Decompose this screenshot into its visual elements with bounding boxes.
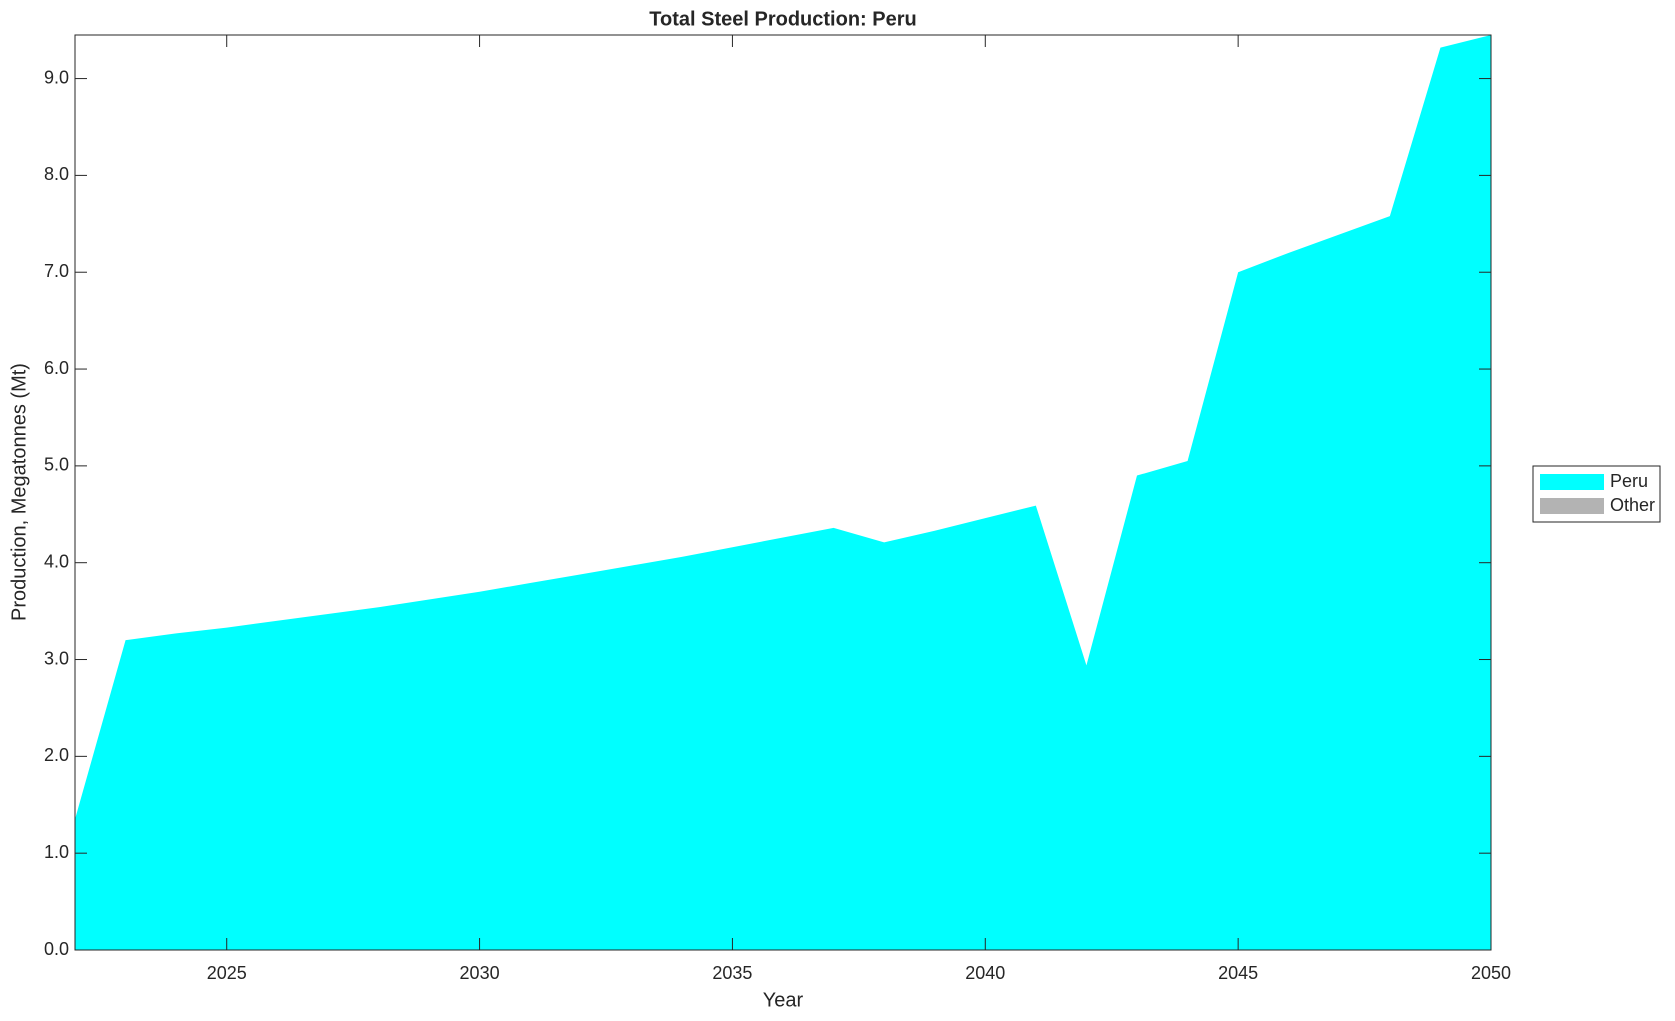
x-tick-label: 2040 xyxy=(965,963,1005,983)
x-axis-label: Year xyxy=(763,989,804,1011)
plot-frame xyxy=(74,34,1492,951)
x-tick-label: 2035 xyxy=(712,963,752,983)
x-tick-label: 2045 xyxy=(1218,963,1258,983)
y-tick-label: 2.0 xyxy=(44,745,69,765)
legend-swatch xyxy=(1540,474,1604,490)
legend-swatch xyxy=(1540,498,1604,514)
legend-label: Other xyxy=(1610,495,1655,515)
x-tick-label: 2025 xyxy=(207,963,247,983)
x-tick-label: 2050 xyxy=(1471,963,1511,983)
area xyxy=(75,35,1491,950)
y-tick-label: 4.0 xyxy=(44,551,69,571)
y-axis-label: Production, Megatonnes (Mt) xyxy=(8,363,30,621)
chart-title: Total Steel Production: Peru xyxy=(649,8,916,30)
y-tick-label: 9.0 xyxy=(44,67,69,87)
y-tick-label: 3.0 xyxy=(44,648,69,668)
y-tick-label: 5.0 xyxy=(44,455,69,475)
y-tick-label: 6.0 xyxy=(44,358,69,378)
y-tick-label: 8.0 xyxy=(44,164,69,184)
y-tick-label: 0.0 xyxy=(44,939,69,959)
y-tick-label: 1.0 xyxy=(44,842,69,862)
x-tick-label: 2030 xyxy=(460,963,500,983)
y-tick-label: 7.0 xyxy=(44,261,69,281)
legend-label: Peru xyxy=(1610,471,1648,491)
